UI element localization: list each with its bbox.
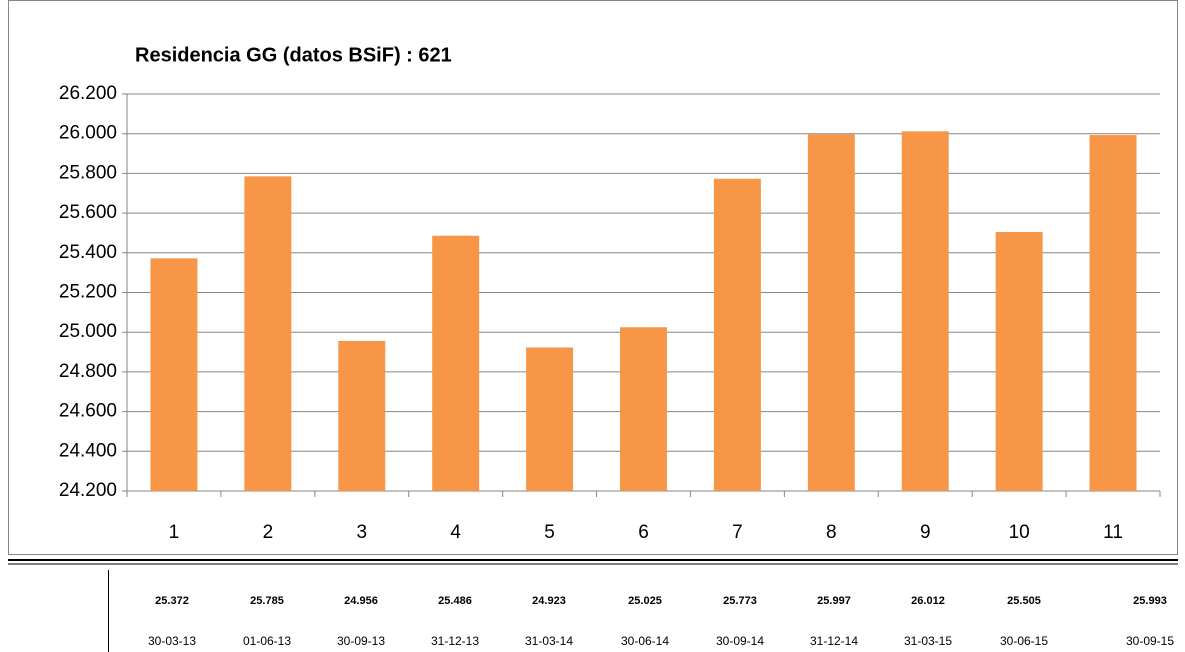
table-value: 25.997 xyxy=(817,595,851,607)
y-tick-label: 26.000 xyxy=(59,123,117,144)
chart-frame xyxy=(8,0,1178,555)
table-value: 25.372 xyxy=(155,595,189,607)
table-date: 30-06-14 xyxy=(621,634,669,648)
table-date: 30-06-15 xyxy=(1000,634,1048,648)
table-value: 24.956 xyxy=(344,595,378,607)
x-tick-label: 6 xyxy=(638,522,649,543)
table-value: 26.012 xyxy=(911,595,945,607)
x-tick-label: 5 xyxy=(544,522,555,543)
bar xyxy=(901,131,949,491)
bar xyxy=(807,134,855,491)
y-tick-label: 24.400 xyxy=(59,440,117,461)
y-tick-label: 24.800 xyxy=(59,361,117,382)
table-date: 30-09-13 xyxy=(337,634,385,648)
bar xyxy=(526,347,574,491)
x-tick-label: 8 xyxy=(826,522,837,543)
table-value: 25.486 xyxy=(438,595,472,607)
table-value: 25.993 xyxy=(1133,595,1167,607)
chart-title: Residencia GG (datos BSiF) : 621 xyxy=(135,44,452,66)
y-tick-label: 24.200 xyxy=(59,480,117,501)
table-value: 25.785 xyxy=(250,595,284,607)
bar xyxy=(995,231,1043,491)
y-tick-label: 25.000 xyxy=(59,321,117,342)
table-date: 31-12-13 xyxy=(431,634,479,648)
table-date: 31-03-14 xyxy=(525,634,573,648)
table-date: 31-03-15 xyxy=(904,634,952,648)
bar xyxy=(432,235,480,491)
y-tick-label: 25.200 xyxy=(59,282,117,303)
x-tick-label: 11 xyxy=(1103,522,1123,543)
y-tick-label: 24.600 xyxy=(59,401,117,422)
table-date: 30-03-13 xyxy=(148,634,196,648)
x-tick-label: 9 xyxy=(920,522,931,543)
bar xyxy=(1089,135,1137,492)
x-tick-label: 1 xyxy=(169,522,180,543)
table-date: 31-12-14 xyxy=(810,634,858,648)
y-tick-label: 25.400 xyxy=(59,242,117,263)
x-tick-label: 2 xyxy=(263,522,274,543)
table-value: 25.025 xyxy=(628,595,662,607)
y-tick-label: 25.800 xyxy=(59,162,117,183)
x-tick-label: 10 xyxy=(1009,522,1030,543)
bar xyxy=(244,176,292,491)
x-tick-label: 7 xyxy=(732,522,743,543)
y-tick-label: 26.200 xyxy=(59,83,117,104)
table-date: 01-06-13 xyxy=(243,634,291,648)
bar xyxy=(620,327,667,491)
table-date: 30-09-14 xyxy=(716,634,764,648)
y-tick-label: 25.600 xyxy=(59,202,117,223)
bar xyxy=(338,340,386,491)
table-value: 25.773 xyxy=(723,595,757,607)
x-tick-label: 3 xyxy=(356,522,367,543)
bar xyxy=(150,258,198,491)
table-value: 24.923 xyxy=(532,595,566,607)
x-tick-label: 4 xyxy=(450,522,461,543)
table-date: 30-09-15 xyxy=(1126,634,1174,648)
table-value: 25.505 xyxy=(1007,595,1041,607)
bar xyxy=(713,178,761,491)
